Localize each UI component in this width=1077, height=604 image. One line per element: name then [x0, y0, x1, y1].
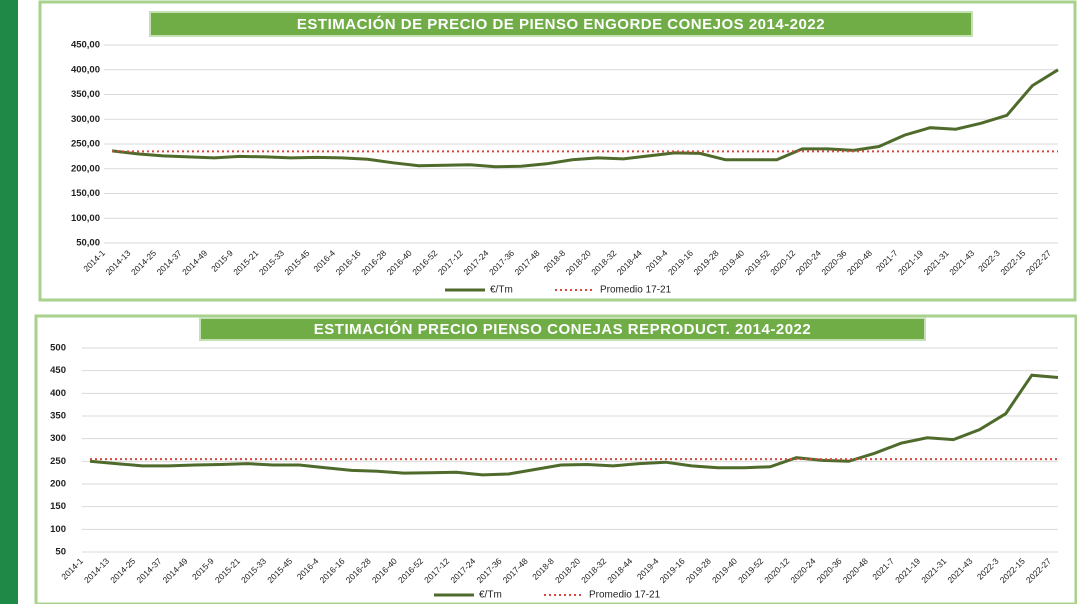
y-tick-label: 350,00	[71, 89, 100, 100]
legend-label: €/Tm	[490, 285, 513, 296]
legend-label: Promedio 17-21	[600, 285, 672, 296]
legend-label: Promedio 17-21	[589, 590, 661, 601]
chart-title: ESTIMACIÓN PRECIO PIENSO CONEJAS REPRODU…	[314, 320, 811, 338]
y-tick-label: 350	[50, 411, 66, 422]
y-tick-label: 500	[50, 343, 66, 354]
y-tick-label: 100	[50, 524, 66, 535]
y-tick-label: 250,00	[71, 139, 100, 150]
title-box	[199, 317, 926, 341]
y-tick-label: 250	[50, 456, 66, 467]
legend-label: €/Tm	[479, 590, 502, 601]
y-tick-label: 400,00	[71, 64, 100, 75]
title-box	[149, 11, 973, 37]
y-tick-label: 300	[50, 433, 66, 444]
y-tick-label: 400	[50, 388, 66, 399]
y-tick-label: 150	[50, 501, 66, 512]
price-line	[89, 373, 1059, 477]
y-tick-label: 150,00	[71, 188, 100, 199]
y-tick-label: 100,00	[71, 213, 100, 224]
y-tick-label: 300,00	[71, 114, 100, 125]
chart-title: ESTIMACIÓN DE PRECIO DE PIENSO ENGORDE C…	[297, 15, 825, 33]
y-tick-label: 50	[55, 547, 66, 558]
y-tick-label: 50,00	[76, 238, 100, 249]
y-tick-label: 200	[50, 479, 66, 490]
y-tick-label: 200,00	[71, 163, 100, 174]
side-bar	[0, 0, 18, 604]
y-tick-label: 450,00	[71, 40, 100, 51]
price-line	[111, 68, 1059, 169]
y-tick-label: 450	[50, 365, 66, 376]
